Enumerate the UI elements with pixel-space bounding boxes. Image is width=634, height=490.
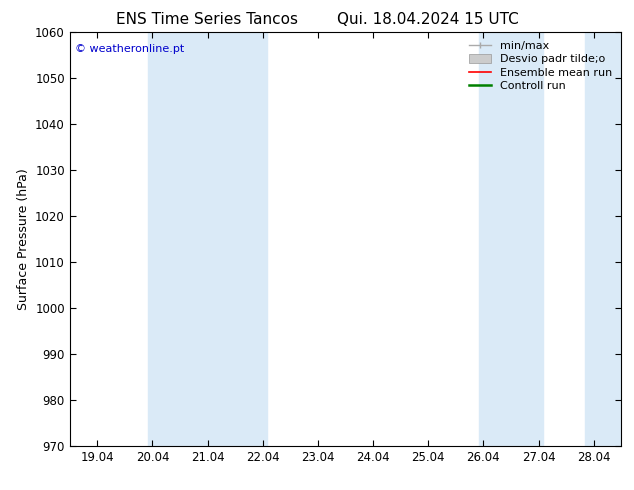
Y-axis label: Surface Pressure (hPa): Surface Pressure (hPa) bbox=[16, 168, 30, 310]
Legend: min/max, Desvio padr tilde;o, Ensemble mean run, Controll run: min/max, Desvio padr tilde;o, Ensemble m… bbox=[466, 37, 616, 95]
Bar bbox=[479, 32, 543, 446]
Bar bbox=[585, 32, 621, 446]
Text: ENS Time Series Tancos        Qui. 18.04.2024 15 UTC: ENS Time Series Tancos Qui. 18.04.2024 1… bbox=[115, 12, 519, 27]
Text: © weatheronline.pt: © weatheronline.pt bbox=[75, 44, 184, 54]
Bar bbox=[148, 32, 267, 446]
